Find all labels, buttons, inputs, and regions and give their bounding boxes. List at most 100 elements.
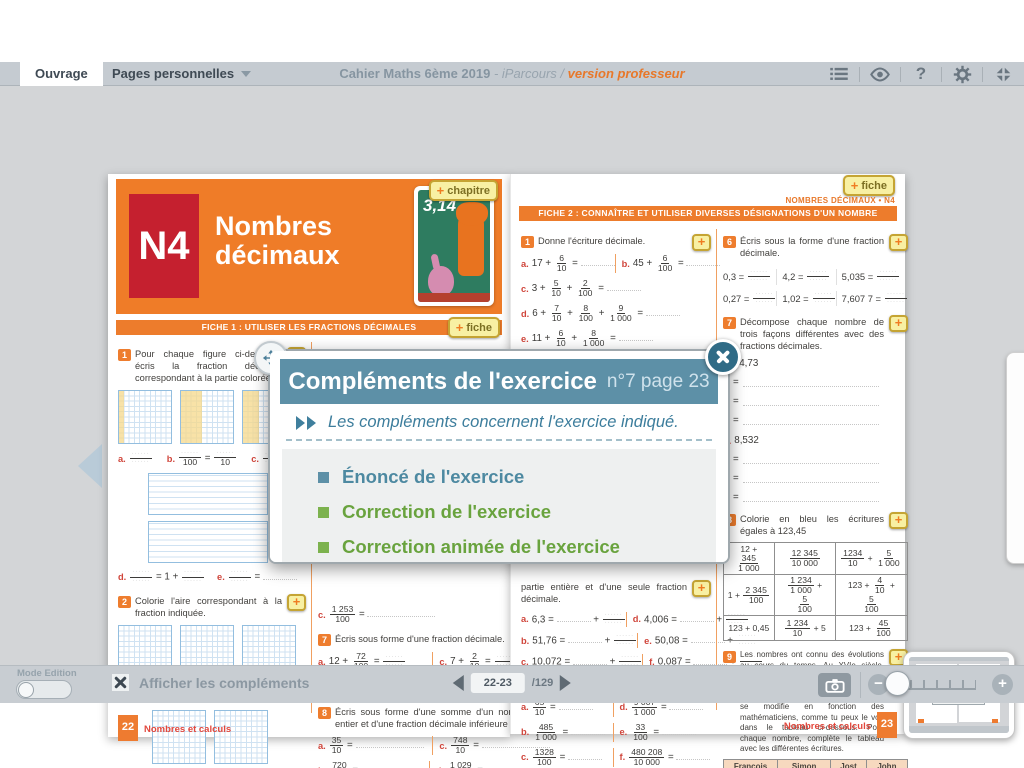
previous-spread-chevron[interactable] [78, 444, 102, 488]
right-page-column-2: 6 Écris sous la forme d'une fraction déc… [716, 229, 909, 768]
toggle-knob[interactable] [18, 681, 34, 698]
mode-edition-label: Mode Edition [17, 668, 77, 679]
answer-line: = [733, 492, 908, 503]
answer-line: = [733, 377, 908, 388]
add-chapter-button[interactable]: + chapitre [428, 180, 498, 201]
table-cell[interactable]: 123 + 4 10 + 5 100 [834, 574, 909, 617]
table-cell[interactable]: 123 + 45 100 [834, 615, 909, 642]
exercise-text: Colorie en bleu les écritures égales à 1… [740, 514, 885, 537]
viewer-area: N4 Nombres décimaux 3,14 + [0, 86, 1024, 768]
next-page-button[interactable] [560, 675, 572, 691]
fraction-grid [118, 390, 172, 445]
popup-body: Compléments de l'exercice n°7 page 23 Le… [270, 351, 728, 562]
table-cell[interactable]: 12 + 345 1 000 [723, 542, 775, 576]
page-number: 23 [877, 712, 897, 738]
fraction-strip-figure [148, 473, 268, 516]
side-panel-handle[interactable] [1006, 352, 1024, 564]
exercise-item: d. ······ ······ = 1 + ······ ······ e. ····… [118, 569, 306, 584]
add-complement-button[interactable]: + [692, 580, 711, 598]
exercise-6-header: 6 Écris sous la forme d'une fraction déc… [723, 234, 909, 259]
exercise-item-row: a. 6,3 = + ······ ······ d. 4,006 = + ·····… [521, 606, 748, 627]
tab-pages-label: Pages personnelles [112, 66, 235, 81]
answer-line: = [733, 473, 908, 484]
mode-edition-toggle[interactable] [16, 680, 72, 699]
rabbit-character [428, 266, 454, 296]
popup-items: Énoncé de l'exercice Correction de l'exe… [282, 449, 716, 562]
collapse-icon[interactable] [992, 64, 1014, 84]
eye-icon[interactable] [869, 64, 891, 84]
add-fiche-button[interactable]: + fiche [842, 175, 895, 196]
add-complement-button[interactable]: + [889, 234, 909, 251]
book-title-main: Cahier Maths 6ème 2019 [339, 66, 491, 81]
table-cell[interactable]: 12 345 10 000 [773, 542, 836, 576]
toolbar-divider [982, 66, 983, 82]
chapter-title: Nombres décimaux [215, 211, 340, 271]
zoom-slider[interactable] [900, 678, 976, 690]
exercise-text: Écris sous forme d'une somme d'un nombre… [335, 707, 530, 730]
bullet-square-icon [318, 541, 329, 553]
exercise-item-row: a. 35 10 = c. 748 10 = [318, 730, 554, 756]
illustration-floor [418, 293, 490, 302]
fraction-strip-figure [148, 521, 268, 564]
table-cell[interactable]: 1 234 1 000 + 5 100 [773, 574, 836, 617]
snapshot-button[interactable] [818, 673, 851, 697]
page-footer: 22 Nombres et calculs [118, 715, 231, 741]
hide-complements-icon[interactable] [112, 674, 129, 691]
fraction-grid [152, 710, 206, 764]
tab-pages-personnelles[interactable]: Pages personnelles [112, 62, 252, 86]
previous-page-button[interactable] [452, 675, 464, 691]
table-header: Simon Stévin [776, 759, 832, 768]
table-header: François Viète [723, 759, 778, 768]
exercise-item: a.24,73 [723, 358, 759, 370]
add-complement-button[interactable]: + [889, 512, 909, 530]
zoom-out-button[interactable]: − [868, 674, 889, 695]
fraction-grid [214, 710, 268, 764]
book-title-separator: - iParcours / [490, 66, 568, 81]
exercise-number: 9 [723, 651, 736, 664]
exercise-item: c. 3 + 5 10 + 2 100 = [521, 279, 711, 298]
complement-item-correction[interactable]: Correction de l'exercice [318, 501, 716, 523]
toolbar-divider [900, 66, 901, 82]
fiche1-banner: Fiche 1 : Utiliser les fractions décimal… [116, 320, 502, 335]
popup-note-text: Les compléments concernent l'exercice in… [328, 413, 679, 431]
add-complement-button[interactable]: + [889, 314, 909, 332]
add-fiche-button[interactable]: + fiche [447, 317, 500, 338]
zoom-in-button[interactable]: + [992, 674, 1013, 695]
page-navigator: /129 [452, 673, 572, 693]
running-head: Nombres décimaux • N4 [785, 196, 895, 205]
book-title-version: version professeur [567, 66, 685, 81]
zoom-slider-ticks [910, 680, 976, 688]
exercise-item-row: a. 17 + 6 10 = b. 45 + 6 100 = [521, 248, 721, 274]
exercise-7-header: 7 Décompose chaque nombre de trois façon… [723, 314, 909, 352]
exercise-6-grid: 0,3 = ······ ······ 4,2 = ······ ······ 5,… [723, 263, 908, 306]
complement-item-enonce[interactable]: Énoncé de l'exercice [318, 466, 716, 488]
table-cell[interactable]: 123 + 0,45 [723, 615, 775, 642]
zoom-slider-knob[interactable] [885, 671, 910, 696]
table-cell[interactable]: 1 234 10 + 5 [773, 615, 836, 642]
exercise-item-row: b. 485 1 000 = e. 33 100 = [521, 717, 711, 742]
summary-list-icon[interactable] [828, 64, 850, 84]
double-chevron-icon [296, 415, 316, 430]
exercise-number: 7 [318, 634, 331, 647]
exercise-text: partie entière et d'une seule fraction d… [521, 582, 687, 605]
exercise-8-header: 8 Colorie en bleu les écritures égales à… [723, 512, 909, 537]
camera-icon [824, 678, 845, 693]
add-complement-button[interactable]: + [287, 593, 306, 611]
help-icon[interactable]: ? [915, 64, 927, 83]
page-number-input[interactable] [470, 673, 525, 693]
exercise-text: Colorie l'aire correspondant à la fracti… [135, 595, 282, 618]
close-button[interactable] [705, 339, 741, 375]
exercise-number: 6 [723, 236, 736, 248]
add-complement-button[interactable]: + [692, 234, 711, 251]
table-cell[interactable]: 1 + 2 345 100 [723, 574, 775, 617]
exercise-1-header: 1 Donne l'écriture décimale. + [521, 234, 711, 251]
fraction-grid [180, 390, 234, 445]
chapter-header: N4 Nombres décimaux 3,14 + [116, 179, 502, 314]
plus-icon: + [455, 320, 464, 335]
tab-ouvrage[interactable]: Ouvrage [20, 62, 103, 86]
show-complements-control[interactable]: Afficher les compléments [112, 674, 309, 691]
page-footer-label: Nombres et calculs [144, 724, 232, 735]
gear-icon[interactable] [951, 64, 973, 84]
complement-item-correction-animee[interactable]: Correction animée de l'exercice [318, 536, 716, 558]
